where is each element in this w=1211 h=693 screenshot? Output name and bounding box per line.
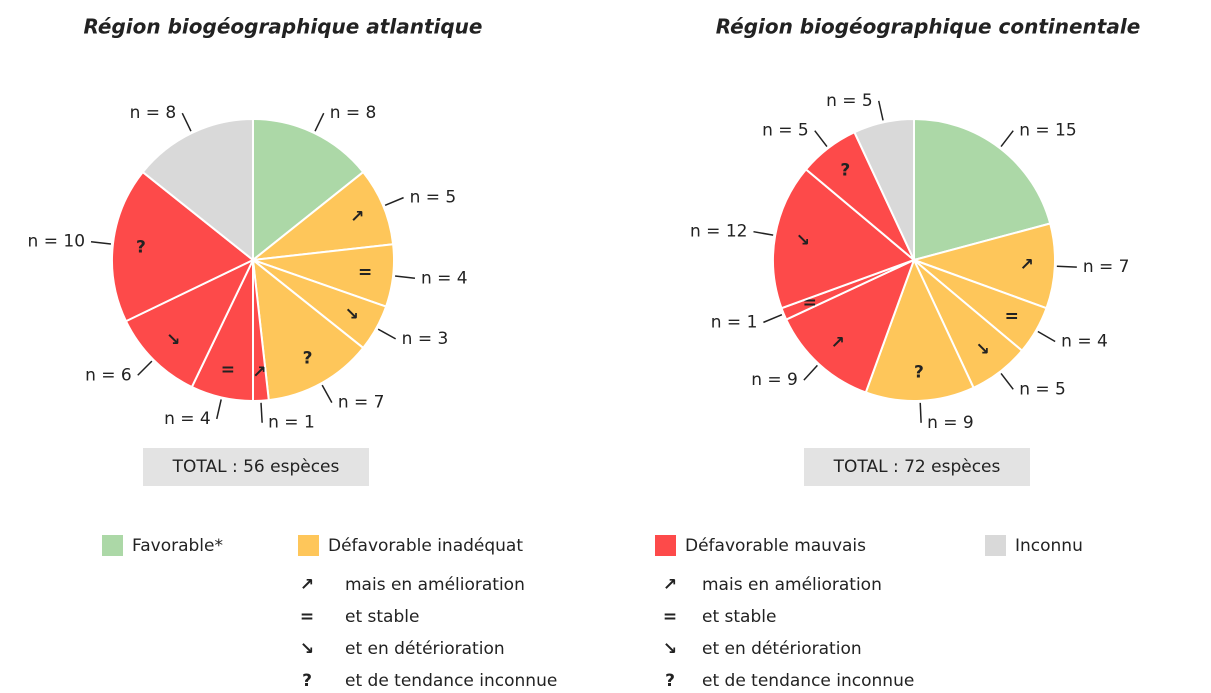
trend-symbol: ↘ xyxy=(345,305,359,325)
legend-label: Favorable* xyxy=(132,536,223,556)
data-label: n = 1 xyxy=(268,413,315,433)
total-box xyxy=(804,448,1030,486)
total-label: TOTAL : 72 espèces xyxy=(833,457,1001,477)
pie-slice xyxy=(853,117,915,261)
legend-label: Défavorable inadéquat xyxy=(328,536,523,556)
pie-slice xyxy=(111,170,255,323)
leader-line xyxy=(395,275,416,279)
trend-symbol: ↘ xyxy=(976,339,990,359)
leader-line xyxy=(814,130,828,148)
trend-symbol: ? xyxy=(303,349,313,369)
leader-line xyxy=(753,230,774,236)
chart-title: Région biogéographique atlantique xyxy=(84,15,483,39)
trend-label: mais en amélioration xyxy=(345,575,525,595)
trend-symbol: = xyxy=(221,360,235,380)
data-label: n = 6 xyxy=(85,365,132,385)
leader-line xyxy=(877,100,884,121)
total-box xyxy=(143,448,369,486)
data-label: n = 4 xyxy=(421,268,468,288)
data-label: n = 4 xyxy=(164,409,211,429)
leader-line xyxy=(1000,130,1014,148)
trend-symbol: ↗ xyxy=(252,363,266,383)
trend-symbol: = xyxy=(358,263,372,283)
leader-line xyxy=(377,328,397,340)
leader-line xyxy=(1037,330,1056,343)
leader-line xyxy=(803,364,818,381)
trend-label: et en détérioration xyxy=(702,639,862,659)
legend-swatch xyxy=(102,535,123,556)
legend-label: Inconnu xyxy=(1015,536,1083,556)
trend-symbol: ↗ xyxy=(831,333,845,353)
trend-symbol: ? xyxy=(136,237,146,257)
data-label: n = 8 xyxy=(130,103,177,123)
data-label: n = 5 xyxy=(410,188,457,208)
leader-line xyxy=(181,112,192,132)
pie-slice xyxy=(910,222,1056,310)
pie-slice xyxy=(124,257,256,389)
data-label: n = 15 xyxy=(1019,121,1076,141)
trend-symbol: ↗ xyxy=(663,575,677,595)
legend-label: Défavorable mauvais xyxy=(685,536,866,556)
data-label: n = 10 xyxy=(28,232,85,252)
leader-line xyxy=(215,399,222,420)
chart-title: Région biogéographique continentale xyxy=(716,15,1141,39)
leader-line xyxy=(314,112,325,132)
trend-label: et stable xyxy=(702,607,776,627)
pie-slice xyxy=(913,117,1052,262)
trend-symbol: = xyxy=(663,607,677,627)
leader-line xyxy=(321,384,333,404)
data-label: n = 12 xyxy=(690,222,747,242)
trend-symbol: ↘ xyxy=(166,330,180,350)
data-label: n = 9 xyxy=(927,413,974,433)
trend-symbol: ↘ xyxy=(300,639,314,659)
leader-line xyxy=(1056,265,1077,268)
legend-swatch xyxy=(298,535,319,556)
pie-slice xyxy=(141,117,254,263)
pie-slice xyxy=(864,257,975,402)
trend-symbol: ↗ xyxy=(1020,255,1034,275)
data-label: n = 7 xyxy=(1083,257,1130,277)
total-label: TOTAL : 56 espèces xyxy=(172,457,340,477)
trend-symbol: ↘ xyxy=(796,230,810,250)
trend-label: et de tendance inconnue xyxy=(345,671,557,691)
data-label: n = 8 xyxy=(330,103,377,123)
trend-symbol: = xyxy=(1005,306,1019,326)
trend-symbol: ↘ xyxy=(663,639,677,659)
leader-line xyxy=(260,402,263,423)
pie-slice xyxy=(784,258,916,394)
trend-label: et en détérioration xyxy=(345,639,505,659)
leader-line xyxy=(919,402,922,423)
pie-slice xyxy=(772,167,916,310)
trend-symbol: ? xyxy=(914,363,924,383)
trend-symbol: ↗ xyxy=(350,207,364,227)
trend-symbol: = xyxy=(300,607,314,627)
data-label: n = 5 xyxy=(826,91,873,111)
trend-label: et de tendance inconnue xyxy=(702,671,914,691)
leader-line xyxy=(384,196,404,206)
data-label: n = 1 xyxy=(711,312,758,332)
leader-line xyxy=(763,314,783,324)
data-label: n = 3 xyxy=(402,329,449,349)
trend-symbol: ? xyxy=(665,671,675,691)
trend-label: mais en amélioration xyxy=(702,575,882,595)
trend-symbol: ? xyxy=(840,161,850,181)
data-label: n = 9 xyxy=(751,370,798,390)
legend-swatch xyxy=(655,535,676,556)
trend-symbol: ? xyxy=(302,671,312,691)
trend-label: et stable xyxy=(345,607,419,627)
leader-line xyxy=(1000,372,1014,390)
data-label: n = 7 xyxy=(338,393,385,413)
leader-line xyxy=(90,241,111,245)
data-label: n = 4 xyxy=(1061,332,1108,352)
leader-line xyxy=(137,360,153,376)
data-label: n = 5 xyxy=(762,121,809,141)
legend-swatch xyxy=(985,535,1006,556)
data-label: n = 5 xyxy=(1019,379,1066,399)
trend-symbol: ↗ xyxy=(300,575,314,595)
pie-slice xyxy=(252,117,365,263)
pie-slice xyxy=(251,257,365,402)
